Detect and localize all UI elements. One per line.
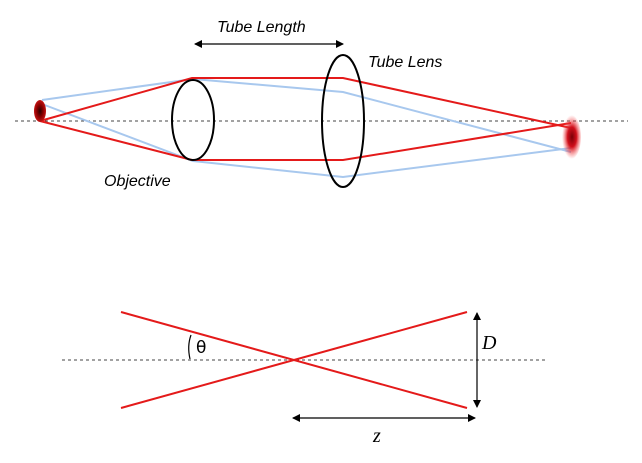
crossing-ray-ascending [120,311,468,409]
off-axis-ray-lower [41,103,572,179]
on-axis-ray-lower [39,120,572,161]
off-axis-ray-upper [41,77,572,153]
beam-geometry: θ D z [62,311,548,447]
objective-label: Objective [104,173,171,190]
microscope-layout: Tube Length Tube Lens Objective [15,19,628,190]
theta-label: θ [196,338,206,358]
tube-lens-label: Tube Lens [368,54,442,71]
source-spot [34,100,46,122]
image-spot [561,115,581,159]
on-axis-ray-upper [39,77,572,129]
objective-lens [171,79,215,161]
theta-angle-arc [188,334,192,360]
tube-lens [321,54,365,188]
diameter-label: D [481,332,497,354]
distance-label: z [372,425,381,447]
tube-length-label: Tube Length [217,19,306,36]
